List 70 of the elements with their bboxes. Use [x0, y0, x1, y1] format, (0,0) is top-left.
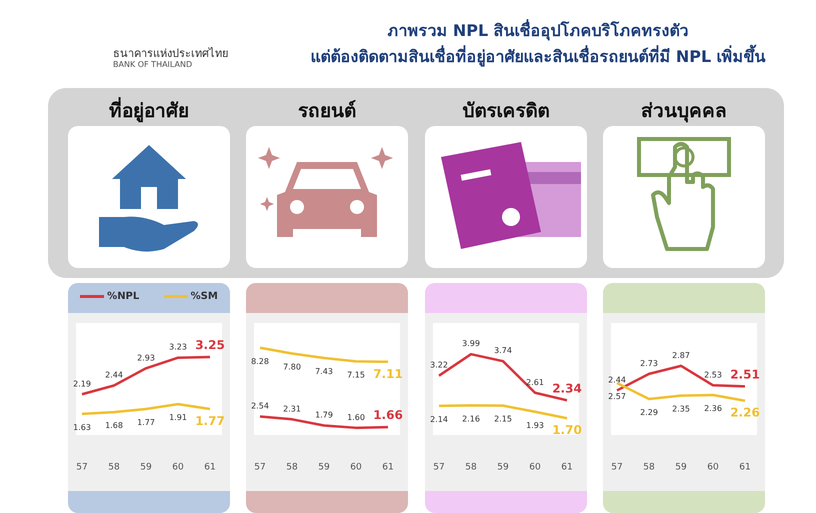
x-tick-label: 61	[561, 462, 573, 472]
data-label: 2.36	[704, 404, 722, 413]
x-tick-label: 60	[172, 462, 184, 472]
chart-title: ส่วนบุคคล	[640, 99, 728, 124]
data-label: 1.77	[195, 414, 225, 428]
data-label: 1.79	[315, 410, 333, 420]
chart-title: บัตรเครดิต	[462, 99, 550, 124]
x-tick-label: 60	[350, 462, 362, 472]
data-label: 2.87	[672, 350, 690, 360]
data-label: 2.51	[730, 367, 760, 382]
data-label: 1.93	[526, 420, 544, 430]
data-label: 7.15	[347, 370, 365, 380]
data-label: 2.29	[640, 408, 658, 417]
text: แต่ต้องติดตามสินเชื่อที่อยู่อาศัยและสินเชื่อรถยนต์ที่มี NPL เพิ่มขึ้น	[309, 44, 767, 69]
data-label: 2.57	[608, 392, 626, 401]
x-tick-label: 60	[707, 462, 719, 472]
x-tick-label: 57	[254, 462, 266, 472]
legend-label: %NPL	[106, 291, 140, 302]
x-tick-label: 59	[497, 462, 509, 472]
data-label: 2.54	[251, 402, 269, 411]
data-label: 2.15	[494, 414, 512, 424]
x-tick-label: 61	[382, 462, 394, 472]
data-label: 1.91	[169, 413, 187, 422]
data-label: 3.22	[430, 360, 448, 370]
x-tick-label: 59	[675, 462, 687, 472]
data-label: 1.63	[73, 422, 91, 432]
data-label: 3.25	[195, 338, 225, 352]
data-label: 7.80	[283, 362, 301, 372]
data-label: 8.28	[251, 356, 269, 366]
data-label: 2.44	[608, 375, 626, 384]
data-label: 1.70	[552, 423, 582, 438]
legend-label: %SM	[190, 291, 218, 302]
chart-title: รถยนต์	[297, 99, 357, 124]
data-label: 2.93	[137, 353, 155, 362]
data-label: 2.16	[462, 414, 480, 424]
x-tick-label: 59	[140, 462, 152, 472]
data-label: 2.35	[672, 404, 690, 414]
x-tick-label: 61	[739, 462, 751, 472]
x-tick-label: 57	[76, 462, 88, 472]
data-label: 2.44	[105, 370, 123, 380]
text: ภาพรวม NPL สินเชื่ออุปโภคบริโภคทรงตัว	[386, 18, 690, 42]
data-label: 3.23	[169, 342, 187, 352]
data-label: 2.53	[704, 370, 722, 380]
x-tick-label: 57	[611, 462, 623, 472]
x-tick-label: 58	[286, 462, 298, 472]
x-tick-label: 58	[465, 462, 477, 472]
chart-title: ที่อยู่อาศัย	[108, 96, 190, 124]
data-label: 2.73	[640, 358, 658, 368]
x-tick-label: 57	[433, 462, 445, 472]
data-label: 2.26	[730, 406, 760, 420]
data-label: 3.74	[494, 346, 512, 356]
x-tick-label: 58	[108, 462, 120, 472]
data-label: 1.66	[373, 408, 403, 422]
data-label: 2.34	[552, 381, 582, 396]
text: BANK OF THAILAND	[113, 60, 192, 69]
data-label: 1.60	[347, 412, 365, 422]
data-label: 7.11	[373, 366, 403, 381]
data-label: 2.61	[526, 378, 544, 387]
data-label: 2.19	[73, 379, 91, 388]
x-tick-label: 60	[529, 462, 541, 472]
data-label: 3.99	[462, 339, 480, 348]
data-label: 2.14	[430, 414, 448, 424]
x-tick-label: 58	[643, 462, 655, 472]
data-label: 7.43	[315, 366, 333, 376]
data-label: 1.77	[137, 418, 155, 428]
x-tick-label: 59	[318, 462, 330, 472]
data-label: 1.68	[105, 421, 123, 430]
text: ธนาคารแห่งประเทศไทย	[113, 46, 228, 61]
data-label: 2.31	[283, 404, 301, 414]
x-tick-label: 61	[204, 462, 216, 472]
